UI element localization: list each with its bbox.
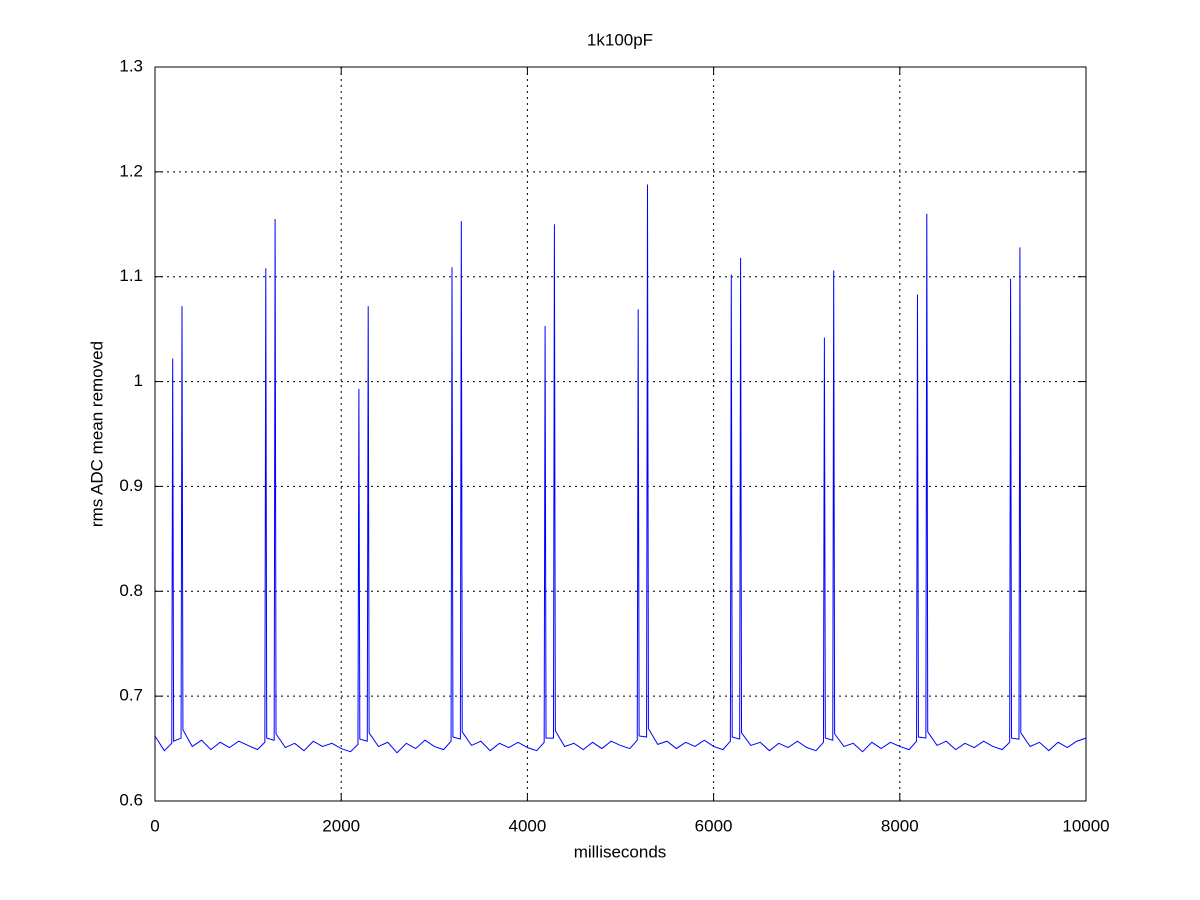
y-tick-label: 0.6: [119, 790, 143, 809]
x-tick-label: 10000: [1062, 816, 1109, 835]
x-tick-label: 0: [150, 816, 159, 835]
y-tick-label: 0.9: [119, 476, 143, 495]
data-line: [154, 184, 1087, 754]
x-tick-label: 6000: [695, 816, 733, 835]
x-tick-label: 2000: [322, 816, 360, 835]
y-tick-label: 1.3: [119, 56, 143, 75]
y-tick-label: 0.7: [119, 686, 143, 705]
y-axis-label: rms ADC mean removed: [87, 341, 106, 527]
y-tick-label: 1: [134, 371, 143, 390]
y-tick-label: 0.8: [119, 581, 143, 600]
y-tick-label: 1.2: [119, 161, 143, 180]
chart-title: 1k100pF: [587, 30, 653, 49]
x-tick-label: 4000: [508, 816, 546, 835]
y-tick-label: 1.1: [119, 266, 143, 285]
plot-frame: [154, 66, 1087, 802]
x-tick-label: 8000: [881, 816, 919, 835]
x-axis-label: milliseconds: [574, 842, 667, 861]
